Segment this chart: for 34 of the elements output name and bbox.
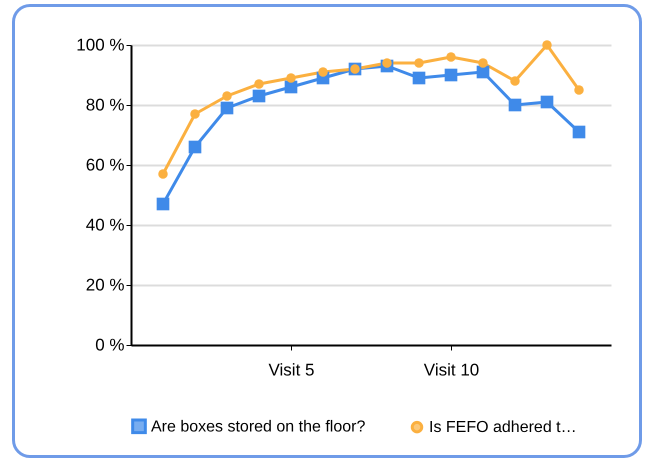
point <box>156 198 170 210</box>
point <box>508 98 522 112</box>
point <box>510 76 520 86</box>
point <box>414 58 424 68</box>
point <box>222 91 232 101</box>
point <box>254 79 264 89</box>
legend-label: Is FEFO adhered t… <box>429 419 577 436</box>
x-tick-label: Visit 5 <box>268 360 314 380</box>
point <box>542 40 552 50</box>
x-tick-label: Visit 10 <box>424 360 480 380</box>
y-tick-label: 40 % <box>86 216 124 234</box>
point <box>540 96 554 108</box>
point <box>444 68 458 82</box>
y-tick-label: 0 % <box>95 336 124 354</box>
point <box>446 52 456 62</box>
point <box>286 73 296 83</box>
y-tick-label: 100 % <box>76 36 124 54</box>
point <box>252 90 266 102</box>
point <box>572 126 586 138</box>
y-tick-label: 80 % <box>86 96 124 114</box>
point <box>478 58 488 68</box>
y-tick-label: 20 % <box>86 276 124 294</box>
y-tick-label: 60 % <box>86 156 124 174</box>
point <box>190 109 200 119</box>
legend-label: Are boxes stored on the floor? <box>151 418 366 436</box>
point <box>382 58 392 68</box>
point <box>284 80 298 94</box>
point <box>574 85 584 95</box>
point <box>158 169 168 179</box>
point <box>188 140 202 154</box>
point <box>318 67 328 77</box>
point <box>412 72 426 84</box>
point <box>476 66 490 78</box>
point <box>220 102 234 114</box>
